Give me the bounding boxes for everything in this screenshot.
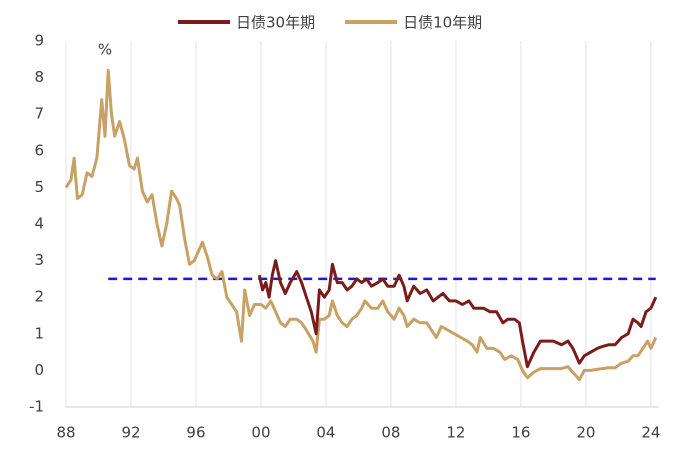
series-line xyxy=(64,68,658,382)
x-tick-label: 08 xyxy=(381,424,400,442)
y-tick-label: 7 xyxy=(34,105,44,123)
x-tick-label: 20 xyxy=(576,424,595,442)
y-tick-label: 9 xyxy=(34,32,44,50)
legend-label: 日债10年期 xyxy=(403,14,482,32)
x-tick-label: 00 xyxy=(251,424,270,442)
y-tick-label: 5 xyxy=(34,178,44,196)
y-tick-label: -1 xyxy=(29,398,44,416)
y-tick-label: 2 xyxy=(34,288,44,306)
y-tick-label: 1 xyxy=(34,324,44,342)
x-tick-label: 96 xyxy=(186,424,205,442)
y-tick-label: 6 xyxy=(34,141,44,159)
y-tick-label: 3 xyxy=(34,251,44,269)
y-axis-unit: % xyxy=(98,41,112,59)
x-tick-label: 12 xyxy=(446,424,465,442)
x-tick-label: 92 xyxy=(121,424,140,442)
x-tick-label: 24 xyxy=(641,424,660,442)
y-tick-label: 8 xyxy=(34,68,44,86)
x-tick-label: 88 xyxy=(56,424,75,442)
series-line xyxy=(257,259,658,369)
x-tick-label: 16 xyxy=(511,424,530,442)
legend-label: 日债30年期 xyxy=(236,14,315,32)
y-tick-label: 4 xyxy=(34,215,44,233)
x-tick-label: 04 xyxy=(316,424,335,442)
y-tick-label: 0 xyxy=(34,361,44,379)
